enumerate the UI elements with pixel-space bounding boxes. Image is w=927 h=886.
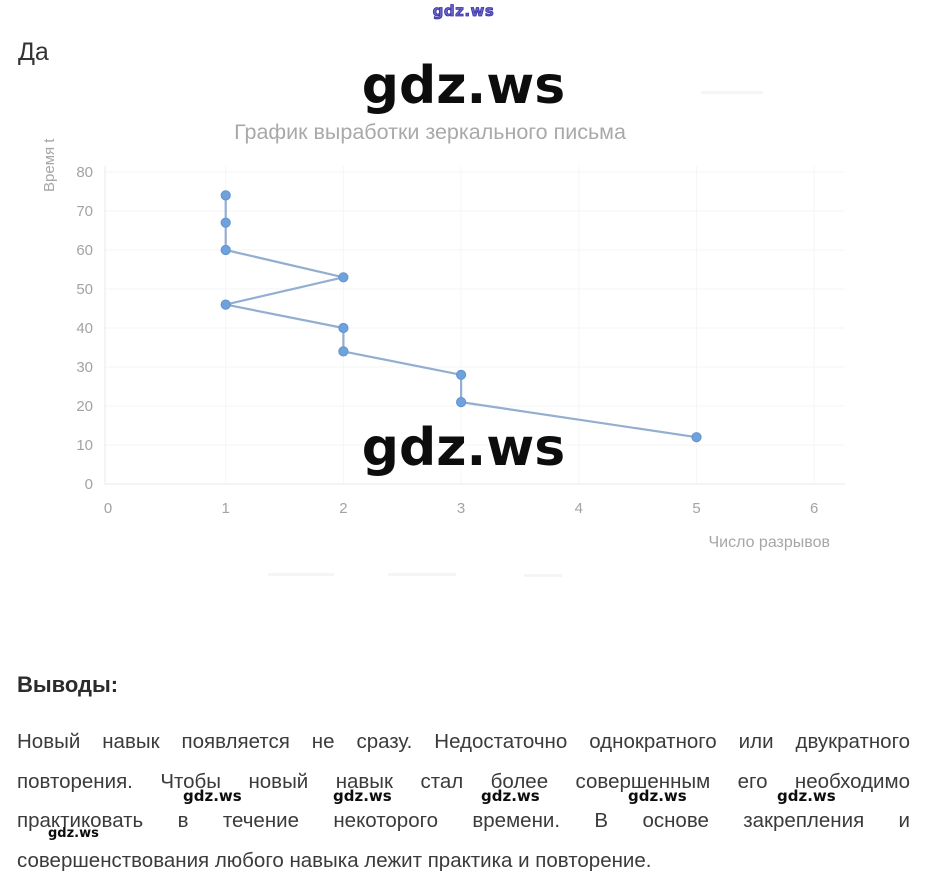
ghost-line [524, 574, 562, 577]
answer-label: Да [18, 38, 49, 66]
y-tick-label: 10 [76, 437, 93, 454]
ghost-line [701, 91, 763, 94]
conclusions-heading: Выводы: [17, 672, 119, 697]
y-tick-label: 50 [76, 281, 93, 298]
data-point [220, 244, 231, 256]
y-tick-label: 70 [76, 203, 93, 220]
chart-title: График выработки зеркального письма [234, 120, 626, 144]
ghost-line [268, 573, 334, 576]
x-tick-label: 0 [104, 500, 112, 517]
y-axis-label: Время t [41, 138, 58, 192]
large-watermark-chart: gdz.ws [361, 418, 566, 478]
y-tick-label: 80 [76, 164, 93, 181]
small-watermark: gdz.ws [48, 826, 99, 841]
small-watermark: gdz.ws [628, 787, 687, 805]
small-watermark: gdz.ws [333, 787, 392, 805]
paragraph-line: совершенствования любого навыка лежит пр… [17, 848, 652, 872]
x-tick-label: 1 [222, 500, 230, 517]
small-watermark: gdz.ws [777, 787, 836, 805]
top-watermark: gdz.ws [432, 2, 495, 21]
paragraph-line: практиковать в течение некоторого времен… [17, 809, 910, 832]
x-tick-label: 5 [692, 500, 700, 517]
x-tick-label: 4 [575, 500, 583, 517]
y-tick-label: 20 [76, 398, 93, 415]
small-watermark: gdz.ws [481, 787, 540, 805]
x-tick-label: 3 [457, 500, 465, 517]
x-tick-label: 2 [339, 500, 347, 517]
series-line [224, 194, 698, 439]
data-point [220, 299, 231, 310]
small-watermark: gdz.ws [183, 787, 242, 805]
data-point [338, 346, 349, 357]
data-point [220, 190, 231, 201]
paragraph-line: Новый навык появляется не сразу. Недоста… [17, 730, 910, 753]
data-point [456, 369, 467, 380]
data-point [220, 217, 231, 228]
conclusions-paragraph: Новый навык появляется не сразу. Недоста… [17, 722, 910, 880]
y-tick-label: 30 [76, 359, 93, 376]
axis-lines [104, 166, 845, 485]
data-point [338, 272, 349, 283]
paragraph-line: повторения. Чтобы новый навык стал более… [17, 769, 910, 793]
data-point [691, 432, 702, 443]
y-tick-label: 0 [85, 476, 93, 493]
y-tick-label: 60 [76, 242, 93, 259]
x-axis-label: Число разрывов [708, 534, 830, 551]
data-point [338, 322, 349, 334]
y-tick-label: 40 [76, 320, 93, 337]
x-tick-label: 6 [810, 500, 818, 517]
ghost-line [388, 573, 456, 576]
data-point [456, 397, 467, 408]
large-watermark-top: gdz.ws [361, 56, 566, 116]
